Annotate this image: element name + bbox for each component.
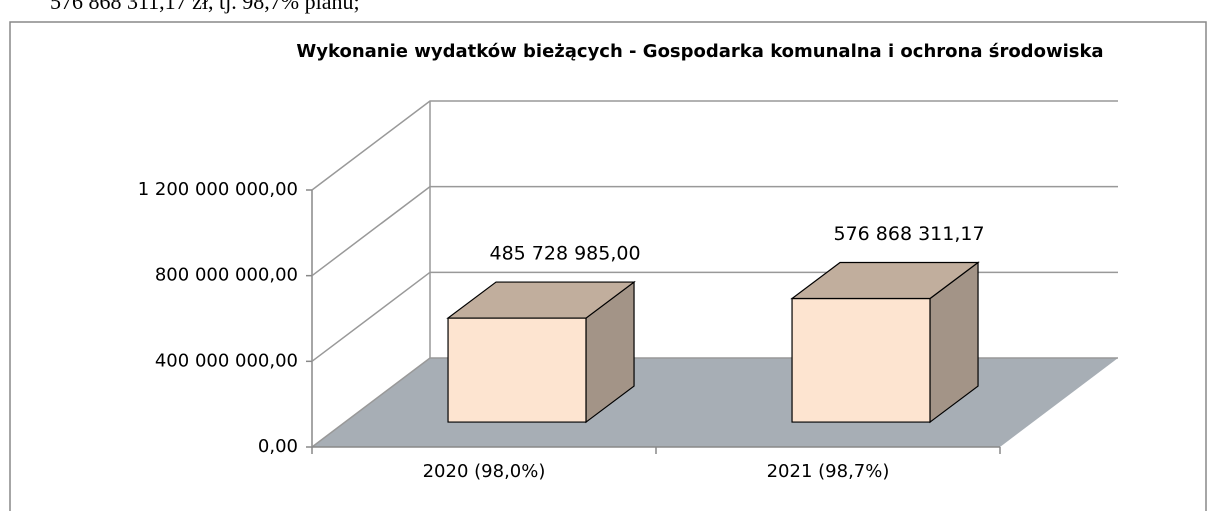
bar: [446, 280, 636, 424]
bar-front: [791, 297, 931, 423]
floor: [312, 358, 1118, 447]
grid-line: [311, 100, 1118, 191]
page-text: 576 868 311,17 zł, tj. 98,7% planu;: [50, 0, 360, 14]
y-tick-label: 400 000 000,00: [155, 350, 298, 371]
data-label: 576 868 311,17: [833, 223, 984, 245]
grid-line: [311, 185, 1118, 277]
bar-front: [447, 317, 587, 423]
data-label: 485 728 985,00: [489, 243, 640, 265]
bar-top: [790, 261, 980, 300]
x-tick-label: 2021 (98,7%): [767, 461, 890, 482]
y-tick-label: 800 000 000,00: [155, 265, 298, 286]
bar-top: [446, 281, 636, 319]
x-tick-label: 2020 (98,0%): [423, 461, 546, 482]
bar: [790, 261, 980, 424]
y-tick-label: 0,00: [258, 436, 298, 457]
chart-title: Wykonanie wydatków bieżących - Gospodark…: [296, 41, 1103, 62]
y-tick-label: 1 200 000 000,00: [138, 179, 298, 200]
